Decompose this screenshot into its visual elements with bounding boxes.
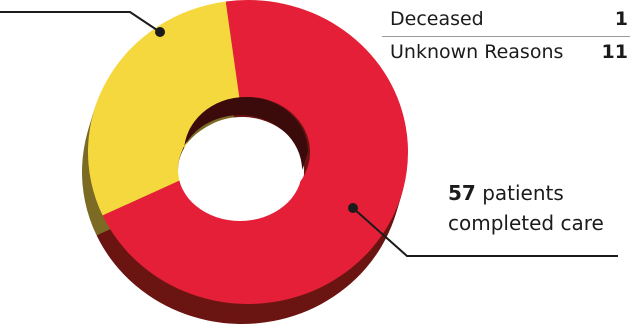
row-label: Unknown Reasons (382, 36, 589, 69)
donut-tops (88, 0, 408, 305)
callout-count: 57 (448, 181, 476, 205)
leader-dot-red (348, 203, 358, 213)
leader-lines (0, 11, 618, 257)
callout-line-2: completed care (448, 211, 604, 235)
row-value: 1 (614, 8, 628, 30)
slice-0 (102, 0, 408, 305)
slice-1 (88, 1, 240, 216)
row-label: Deceased (390, 8, 484, 30)
callout-line-1: 57 patients (448, 178, 604, 208)
leader-line-red (352, 207, 618, 257)
table-row: Deceased 1 (382, 4, 630, 37)
callout-line1-text: patients (475, 181, 564, 205)
leader-line-top-left (0, 11, 161, 33)
breakdown-table: Deceased 1 Unknown Reasons 11 (382, 4, 630, 69)
donut-hole (178, 119, 302, 221)
table-row: Unknown Reasons 11 (382, 36, 630, 69)
row-value: 11 (588, 36, 630, 69)
completed-care-callout: 57 patients completed care (448, 178, 604, 238)
leader-dot-yellow (155, 27, 165, 37)
hole-wall (178, 97, 308, 170)
